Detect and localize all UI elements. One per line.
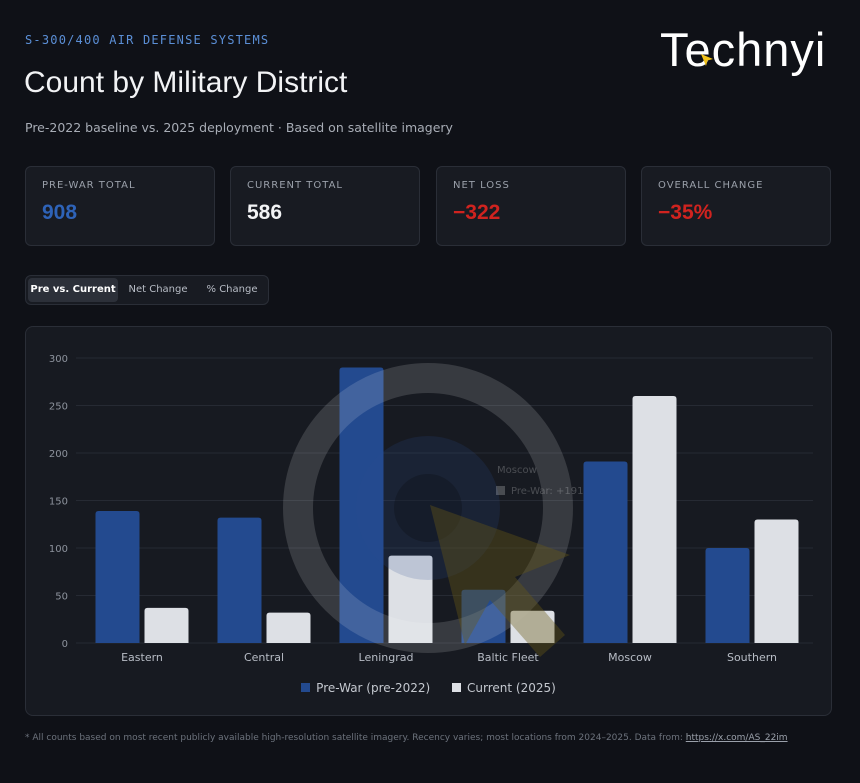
- footnote: * All counts based on most recent public…: [25, 733, 788, 743]
- stat-value: 586: [247, 201, 283, 224]
- bar-current[interactable]: [144, 607, 189, 643]
- brand-logo-text: Technyi: [660, 23, 827, 76]
- section-eyebrow: S-300/400 AIR DEFENSE SYSTEMS: [25, 33, 270, 47]
- stat-label: NET LOSS: [453, 180, 510, 191]
- y-tick-label: 0: [62, 639, 68, 650]
- cursor-logo-icon: [701, 54, 713, 66]
- legend-item-current[interactable]: Current (2025): [452, 681, 556, 695]
- stat-value: 908: [42, 201, 78, 224]
- x-tick-label: Central: [244, 651, 284, 664]
- bar-prewar[interactable]: [461, 589, 506, 643]
- tab-pre-vs-current[interactable]: Pre vs. Current: [28, 278, 118, 302]
- bar-prewar[interactable]: [217, 517, 262, 643]
- legend-swatch-current: [452, 683, 462, 692]
- y-tick-label: 300: [49, 354, 68, 365]
- chart-panel: 0 50 100 150 200 250 300 Eastern Central Leningra…: [25, 326, 832, 716]
- stat-label: PRE-WAR TOTAL: [42, 180, 136, 191]
- y-tick-label: 250: [49, 402, 68, 413]
- legend-item-prewar[interactable]: Pre-War (pre-2022): [301, 681, 430, 695]
- view-tabs: Pre vs. Current Net Change % Change: [25, 275, 269, 305]
- y-tick-label: 100: [49, 544, 68, 555]
- y-tick-label: 50: [55, 592, 68, 603]
- stat-card-current-total: CURRENT TOTAL 586: [230, 166, 420, 246]
- bar-current[interactable]: [510, 610, 555, 643]
- stat-label: CURRENT TOTAL: [247, 180, 344, 191]
- bar-current[interactable]: [266, 612, 311, 643]
- stat-card-overall-change: OVERALL CHANGE −35%: [641, 166, 831, 246]
- bar-current[interactable]: [388, 555, 433, 643]
- stat-label: OVERALL CHANGE: [658, 180, 764, 191]
- bar-prewar[interactable]: [339, 367, 384, 644]
- stat-card-prewar-total: PRE-WAR TOTAL 908: [25, 166, 215, 246]
- legend-label: Current (2025): [467, 681, 556, 695]
- x-tick-label: Eastern: [121, 651, 163, 664]
- legend-swatch-prewar: [301, 683, 311, 692]
- y-tick-label: 150: [49, 497, 68, 508]
- x-tick-label: Leningrad: [359, 651, 414, 664]
- x-tick-label: Southern: [727, 651, 777, 664]
- footnote-text: * All counts based on most recent public…: [25, 733, 686, 743]
- bar-prewar[interactable]: [705, 548, 750, 643]
- x-tick-label: Moscow: [608, 651, 652, 664]
- chart-legend: Pre-War (pre-2022) Current (2025): [26, 681, 831, 695]
- brand-logo: Technyi: [660, 26, 826, 73]
- y-tick-label: 200: [49, 449, 68, 460]
- bar-current[interactable]: [632, 396, 677, 643]
- page-title: Count by Military District: [24, 66, 348, 99]
- tab-net-change[interactable]: Net Change: [128, 284, 188, 295]
- tab-percent-change[interactable]: % Change: [206, 284, 258, 295]
- x-tick-label: Baltic Fleet: [477, 651, 539, 664]
- bar-chart: 0 50 100 150 200 250 300 Eastern Central Leningra…: [49, 354, 813, 664]
- legend-label: Pre-War (pre-2022): [316, 681, 431, 695]
- bar-current[interactable]: [754, 519, 799, 644]
- stat-card-net-loss: NET LOSS −322: [436, 166, 626, 246]
- stat-value: −35%: [658, 201, 713, 224]
- stat-value: −322: [453, 201, 501, 224]
- bar-prewar[interactable]: [583, 461, 628, 643]
- source-link[interactable]: https://x.com/AS_22im: [685, 733, 788, 743]
- page-subtitle: Pre-2022 baseline vs. 2025 deployment · …: [25, 120, 453, 135]
- bar-prewar[interactable]: [95, 510, 140, 643]
